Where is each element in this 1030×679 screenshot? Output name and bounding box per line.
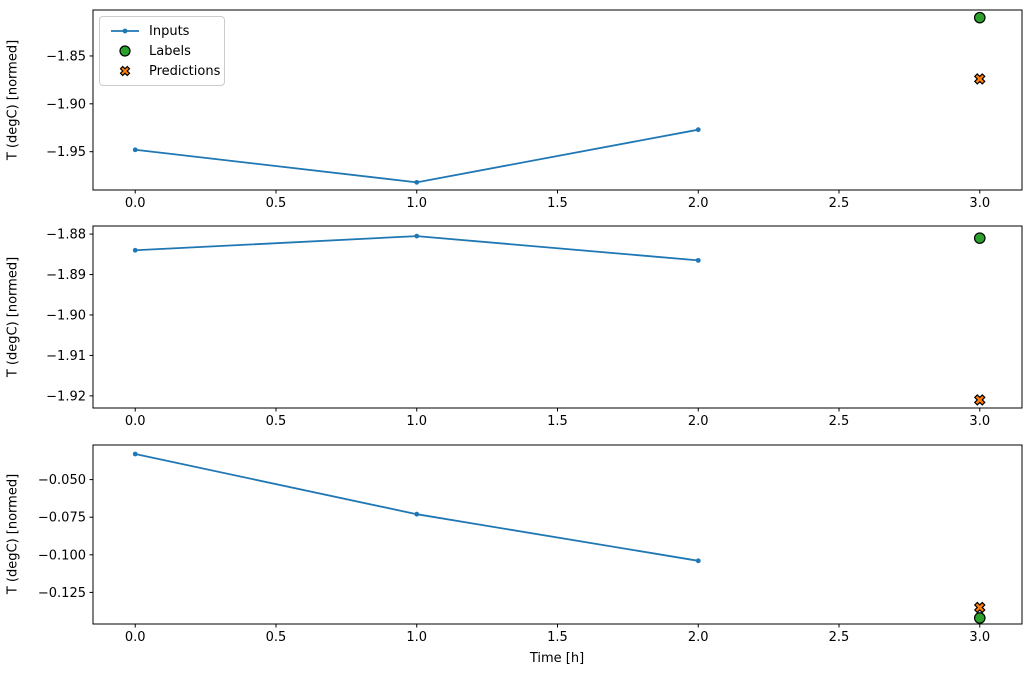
- x-tick-label: 2.0: [688, 414, 709, 429]
- input-marker: [695, 127, 701, 133]
- legend-label-predictions: Predictions: [149, 63, 221, 79]
- y-axis-label-subplot-2: T (degC) [normed]: [5, 256, 21, 378]
- legend-item-predictions: Predictions: [109, 64, 220, 79]
- x-tick-label: 2.0: [688, 196, 709, 211]
- y-tick-label: −1.90: [46, 97, 86, 112]
- y-tick-label: −0.100: [38, 548, 86, 563]
- y-axis-label-subplot-1: T (degC) [normed]: [5, 39, 21, 161]
- input-marker: [695, 257, 701, 263]
- input-marker: [132, 147, 138, 153]
- x-tick-label: 0.0: [125, 630, 146, 645]
- inputs-line: [135, 235, 699, 262]
- x-tick-label: 2.5: [829, 630, 850, 645]
- input-marker: [414, 233, 420, 239]
- x-tick-label: 1.0: [406, 196, 427, 211]
- subplot-1-frame: [92, 9, 1023, 191]
- labels-circle-icon: [109, 44, 141, 58]
- prediction-marker: [973, 394, 986, 406]
- y-axis-label-subplot-3: T (degC) [normed]: [5, 473, 21, 595]
- y-tick-label: −0.075: [38, 511, 86, 526]
- y-tick-label: −1.95: [46, 145, 86, 160]
- input-marker: [414, 179, 420, 185]
- prediction-marker: [973, 73, 986, 85]
- y-tick-label: −1.88: [46, 228, 86, 243]
- subplot-2-frame: [92, 225, 1023, 409]
- y-tick-label: −1.90: [46, 308, 86, 323]
- input-marker: [695, 558, 701, 564]
- x-tick-label: 1.5: [547, 196, 568, 211]
- x-tick-label: 1.0: [406, 630, 427, 645]
- x-tick-label: 3.0: [969, 196, 990, 211]
- x-tick-label: 1.0: [406, 414, 427, 429]
- legend-label-labels: Labels: [149, 43, 191, 59]
- input-marker: [132, 451, 138, 457]
- y-tick-label: −0.125: [38, 586, 86, 601]
- label-marker: [973, 612, 986, 624]
- inputs-line: [135, 453, 699, 562]
- label-marker: [973, 232, 986, 244]
- input-marker: [414, 511, 420, 517]
- x-tick-label: 0.0: [125, 414, 146, 429]
- x-tick-label: 3.0: [969, 414, 990, 429]
- inputs-line-dot-icon: [109, 25, 141, 37]
- legend: Inputs Labels Predictions: [99, 16, 225, 86]
- y-tick-label: −1.92: [46, 389, 86, 404]
- y-tick-label: −1.85: [46, 49, 86, 64]
- x-tick-label: 0.5: [266, 630, 287, 645]
- x-tick-label: 0.0: [125, 196, 146, 211]
- legend-item-labels: Labels: [109, 44, 215, 59]
- prediction-marker: [973, 601, 986, 614]
- input-marker: [132, 247, 138, 253]
- legend-label-inputs: Inputs: [149, 23, 190, 39]
- legend-item-inputs: Inputs: [109, 24, 215, 39]
- inputs-line: [135, 128, 699, 184]
- label-marker: [973, 11, 986, 24]
- y-tick-label: −0.050: [38, 473, 86, 488]
- x-axis-label: Time [h]: [529, 651, 585, 666]
- x-tick-label: 0.5: [266, 414, 287, 429]
- x-tick-label: 1.5: [547, 414, 568, 429]
- x-tick-label: 2.0: [688, 630, 709, 645]
- predictions-x-icon: [109, 64, 141, 78]
- x-tick-label: 2.5: [829, 196, 850, 211]
- subplot-3-frame: [92, 444, 1023, 625]
- y-tick-label: −1.91: [46, 349, 86, 364]
- x-tick-label: 2.5: [829, 414, 850, 429]
- x-tick-label: 0.5: [266, 196, 287, 211]
- x-tick-label: 3.0: [969, 630, 990, 645]
- y-tick-label: −1.89: [46, 268, 86, 283]
- x-tick-label: 1.5: [547, 630, 568, 645]
